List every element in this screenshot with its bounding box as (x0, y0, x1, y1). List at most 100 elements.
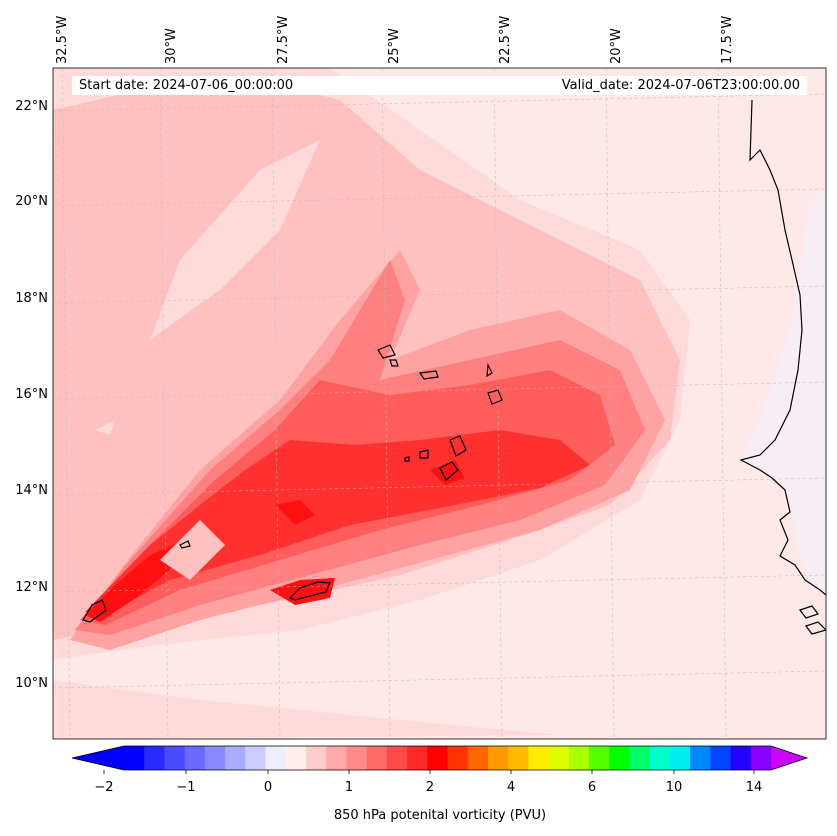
colorbar-tick-label: 2 (425, 780, 435, 795)
lon-label: 27.5°W (276, 15, 291, 64)
colorbar-tick-label: 14 (745, 780, 763, 795)
colorbar-segment (750, 746, 772, 770)
colorbar-segment (690, 746, 711, 770)
colorbar-segment (447, 746, 469, 770)
coastline-path (486, 362, 493, 378)
colorbar-segment (144, 746, 165, 770)
colorbar-segment (386, 746, 408, 770)
colorbar-tick-label: 6 (587, 780, 597, 795)
colorbar-segment (285, 746, 307, 770)
colorbar-segment (245, 746, 267, 770)
parallel-line (53, 93, 826, 112)
colorbar-segment (649, 746, 671, 770)
coastline-path (179, 540, 191, 549)
colorbar-segment (164, 746, 186, 770)
coastline-path (418, 370, 439, 380)
colorbar-segment (184, 746, 206, 770)
pv-contour-region (95, 420, 115, 435)
lon-label: 25°W (387, 28, 402, 64)
coastline-path (288, 581, 331, 601)
coastline-path (404, 456, 410, 462)
meridian-line (271, 68, 281, 739)
coastline-path (739, 99, 826, 596)
colorbar (71, 745, 809, 774)
coastline-path (799, 605, 819, 619)
colorbar-segment (629, 746, 651, 770)
pv-contour-region (53, 680, 560, 739)
colorbar-segment (589, 746, 610, 770)
colorbar-segment (305, 746, 327, 770)
colorbar-over-arrow (771, 746, 807, 770)
colorbar-segment (508, 746, 529, 770)
coastlines (82, 99, 826, 635)
colorbar-segment (710, 746, 732, 770)
land-area (740, 190, 826, 600)
date-info-bar: Start date: 2024-07-06_00:00:00 Valid_da… (72, 76, 807, 95)
meridian-line (717, 68, 727, 739)
start-date-text: Start date: 2024-07-06_00:00:00 (79, 78, 294, 93)
pv-contour-region (430, 460, 465, 485)
coastline-path (805, 621, 826, 635)
lon-label: 32.5°W (55, 15, 70, 64)
lat-label: 20°N (15, 194, 48, 209)
colorbar-tick-label: −1 (176, 780, 196, 795)
pv-contour-fields (53, 68, 826, 739)
map-frame (52, 67, 827, 740)
colorbar-segment (366, 746, 388, 770)
lat-label: 16°N (15, 387, 48, 402)
colorbar-under-arrow (72, 746, 124, 770)
parallel-line (53, 188, 826, 207)
lon-label: 17.5°W (720, 15, 735, 64)
colorbar-segment (528, 746, 550, 770)
gridlines (53, 68, 826, 739)
map-area (53, 68, 826, 739)
colorbar-segment (568, 746, 590, 770)
meridian-line (159, 68, 169, 739)
colorbar-segment (265, 746, 287, 770)
parallel-line (53, 477, 826, 496)
colorbar-segment (326, 746, 347, 770)
colorbar-segment (609, 746, 630, 770)
colorbar-segment (225, 746, 246, 770)
meridian-line (493, 68, 503, 739)
pv-contour-region (150, 140, 320, 340)
valid-date-text: Valid_date: 2024-07-06T23:00:00.00 (561, 78, 800, 93)
colorbar-tick-label: 4 (506, 780, 516, 795)
colorbar-outline (71, 745, 809, 771)
parallel-line (53, 670, 826, 689)
colorbar-segment (487, 746, 509, 770)
pv-contour-region (85, 540, 185, 622)
colorbar-segment (730, 746, 752, 770)
pv-contour-region (275, 500, 315, 525)
coastline-path (419, 449, 429, 459)
meridian-line (61, 68, 71, 739)
colorbar-segment (467, 746, 489, 770)
pv-contour-region (160, 520, 225, 580)
colorbar-segment (124, 746, 145, 770)
colorbar-segment (669, 746, 691, 770)
coastline-path (449, 435, 467, 457)
colorbar-segment (204, 746, 226, 770)
colorbar-segment (548, 746, 570, 770)
parallel-line (53, 381, 826, 400)
lat-label: 18°N (15, 291, 48, 306)
parallel-line (53, 574, 826, 593)
parallel-line (53, 285, 826, 304)
meridian-line (605, 68, 615, 739)
coastline-path (82, 599, 107, 623)
colorbar-tick-label: −2 (94, 780, 114, 795)
colorbar-segment (407, 746, 428, 770)
lat-label: 22°N (15, 99, 48, 114)
coastline-path (389, 359, 399, 367)
lat-label: 10°N (15, 676, 48, 691)
colorbar-title: 850 hPa potenital vorticity (PVU) (333, 808, 547, 823)
coastline-path (487, 389, 503, 405)
colorbar-segment (346, 746, 368, 770)
lat-label: 14°N (15, 483, 48, 498)
colorbar-tick-label: 0 (263, 780, 273, 795)
colorbar-tick-label: 10 (665, 780, 683, 795)
colorbar-tick-label: 1 (344, 780, 354, 795)
lat-label: 12°N (15, 580, 48, 595)
lon-label: 20°W (609, 28, 624, 64)
